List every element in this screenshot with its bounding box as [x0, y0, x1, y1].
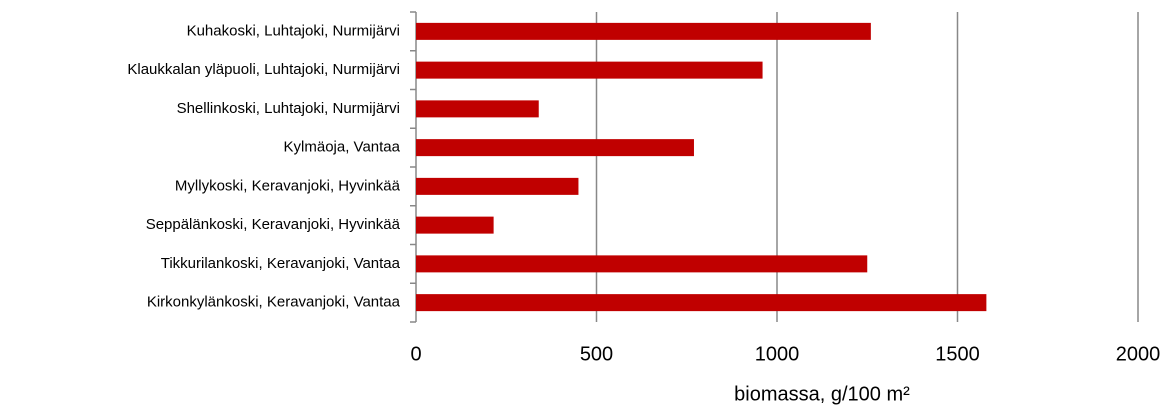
bar	[416, 22, 871, 40]
bar	[416, 216, 494, 234]
y-tick-label: Seppälänkoski, Keravanjoki, Hyvinkää	[146, 216, 401, 233]
bar	[416, 139, 694, 157]
x-tick-label: 1500	[935, 343, 980, 365]
y-tick-label: Klaukkalan yläpuoli, Luhtajoki, Nurmijär…	[127, 61, 400, 78]
y-tick-label: Tikkurilankoski, Keravanjoki, Vantaa	[161, 255, 401, 272]
bar	[416, 294, 987, 312]
x-tick-label: 500	[580, 343, 613, 365]
bar	[416, 177, 579, 195]
bar	[416, 100, 539, 118]
x-axis-label: biomassa, g/100 m²	[734, 383, 910, 405]
y-tick-label: Kuhakoski, Luhtajoki, Nurmijärvi	[187, 22, 400, 39]
x-tick-label: 0	[410, 343, 421, 365]
x-tick-label: 1000	[755, 343, 800, 365]
y-tick-label: Kylmäoja, Vantaa	[284, 139, 401, 156]
bar	[416, 255, 868, 273]
y-tick-label: Myllykoski, Keravanjoki, Hyvinkää	[175, 177, 401, 194]
y-tick-label: Kirkonkylänkoski, Keravanjoki, Vantaa	[147, 294, 401, 311]
y-tick-label: Shellinkoski, Luhtajoki, Nurmijärvi	[177, 100, 400, 117]
x-tick-label: 2000	[1116, 343, 1161, 365]
bar	[416, 61, 763, 79]
